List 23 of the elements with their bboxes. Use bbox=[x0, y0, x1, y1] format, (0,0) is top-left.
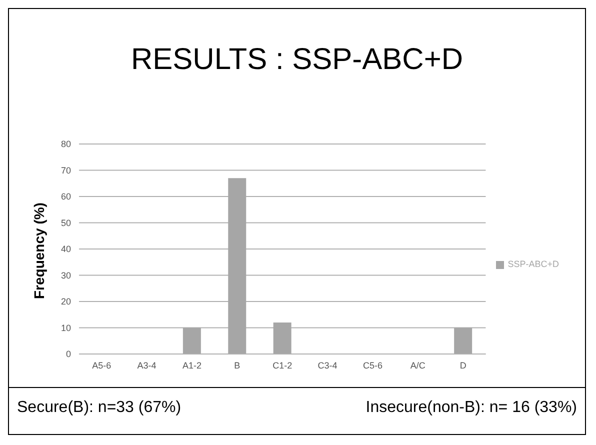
x-tick-label: C3-4 bbox=[318, 360, 338, 370]
y-tick-label: 0 bbox=[66, 349, 71, 360]
y-tick-label: 10 bbox=[60, 322, 71, 333]
text: Secure(B): n=33 (67%) bbox=[17, 399, 182, 417]
chart-title: RESULTS : SSP-ABC+D bbox=[130, 43, 464, 77]
y-tick-label: 70 bbox=[60, 165, 71, 176]
x-tick-label: A5-6 bbox=[92, 360, 112, 370]
x-tick-label: A3-4 bbox=[137, 360, 156, 370]
y-tick-label: 30 bbox=[60, 270, 71, 280]
y-tick-label: 50 bbox=[60, 218, 71, 228]
x-tick-label: A1-2 bbox=[182, 360, 202, 370]
y-tick-label: 80 bbox=[60, 139, 71, 150]
y-axis-title: Frequency (%) bbox=[30, 202, 47, 299]
x-tick-label: C5-6 bbox=[362, 360, 382, 370]
y-tick-label: 60 bbox=[60, 192, 71, 202]
text: Insecure(non-B): n= 16 (33%) bbox=[366, 399, 577, 417]
y-tick-label: 20 bbox=[60, 296, 71, 307]
x-tick-label: A/C bbox=[410, 360, 426, 370]
x-tick-label: D bbox=[460, 360, 467, 370]
x-tick-label: B bbox=[234, 360, 240, 370]
legend-label: SSP-ABC+D bbox=[508, 259, 559, 269]
y-tick-label: 40 bbox=[60, 244, 71, 254]
x-tick-label: C1-2 bbox=[272, 360, 292, 370]
